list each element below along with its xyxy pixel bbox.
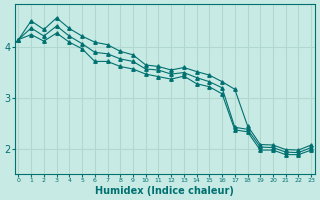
X-axis label: Humidex (Indice chaleur): Humidex (Indice chaleur) xyxy=(95,186,234,196)
